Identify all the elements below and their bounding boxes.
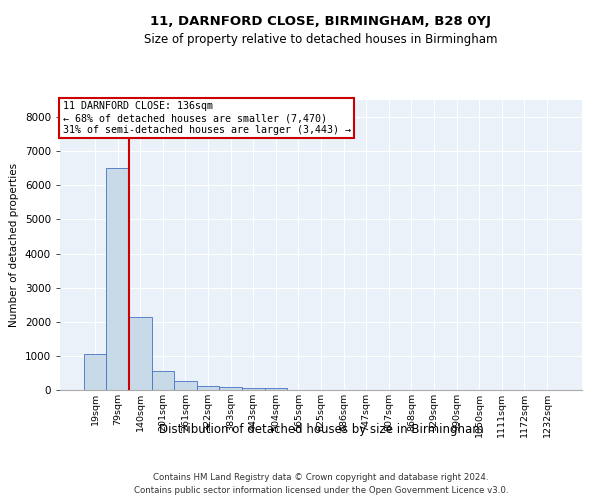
Text: 11, DARNFORD CLOSE, BIRMINGHAM, B28 0YJ: 11, DARNFORD CLOSE, BIRMINGHAM, B28 0YJ	[151, 15, 491, 28]
Text: Distribution of detached houses by size in Birmingham: Distribution of detached houses by size …	[158, 422, 484, 436]
Bar	[242, 388, 265, 390]
Bar	[106, 168, 129, 390]
Y-axis label: Number of detached properties: Number of detached properties	[9, 163, 19, 327]
Bar	[265, 388, 287, 390]
Bar	[84, 354, 106, 390]
Bar	[129, 316, 152, 390]
Text: Contains public sector information licensed under the Open Government Licence v3: Contains public sector information licen…	[134, 486, 508, 495]
Text: Contains HM Land Registry data © Crown copyright and database right 2024.: Contains HM Land Registry data © Crown c…	[153, 472, 489, 482]
Bar	[220, 388, 242, 390]
Bar	[152, 371, 174, 390]
Bar	[197, 386, 220, 390]
Bar	[174, 381, 197, 390]
Text: Size of property relative to detached houses in Birmingham: Size of property relative to detached ho…	[144, 32, 498, 46]
Text: 11 DARNFORD CLOSE: 136sqm
← 68% of detached houses are smaller (7,470)
31% of se: 11 DARNFORD CLOSE: 136sqm ← 68% of detac…	[62, 102, 350, 134]
